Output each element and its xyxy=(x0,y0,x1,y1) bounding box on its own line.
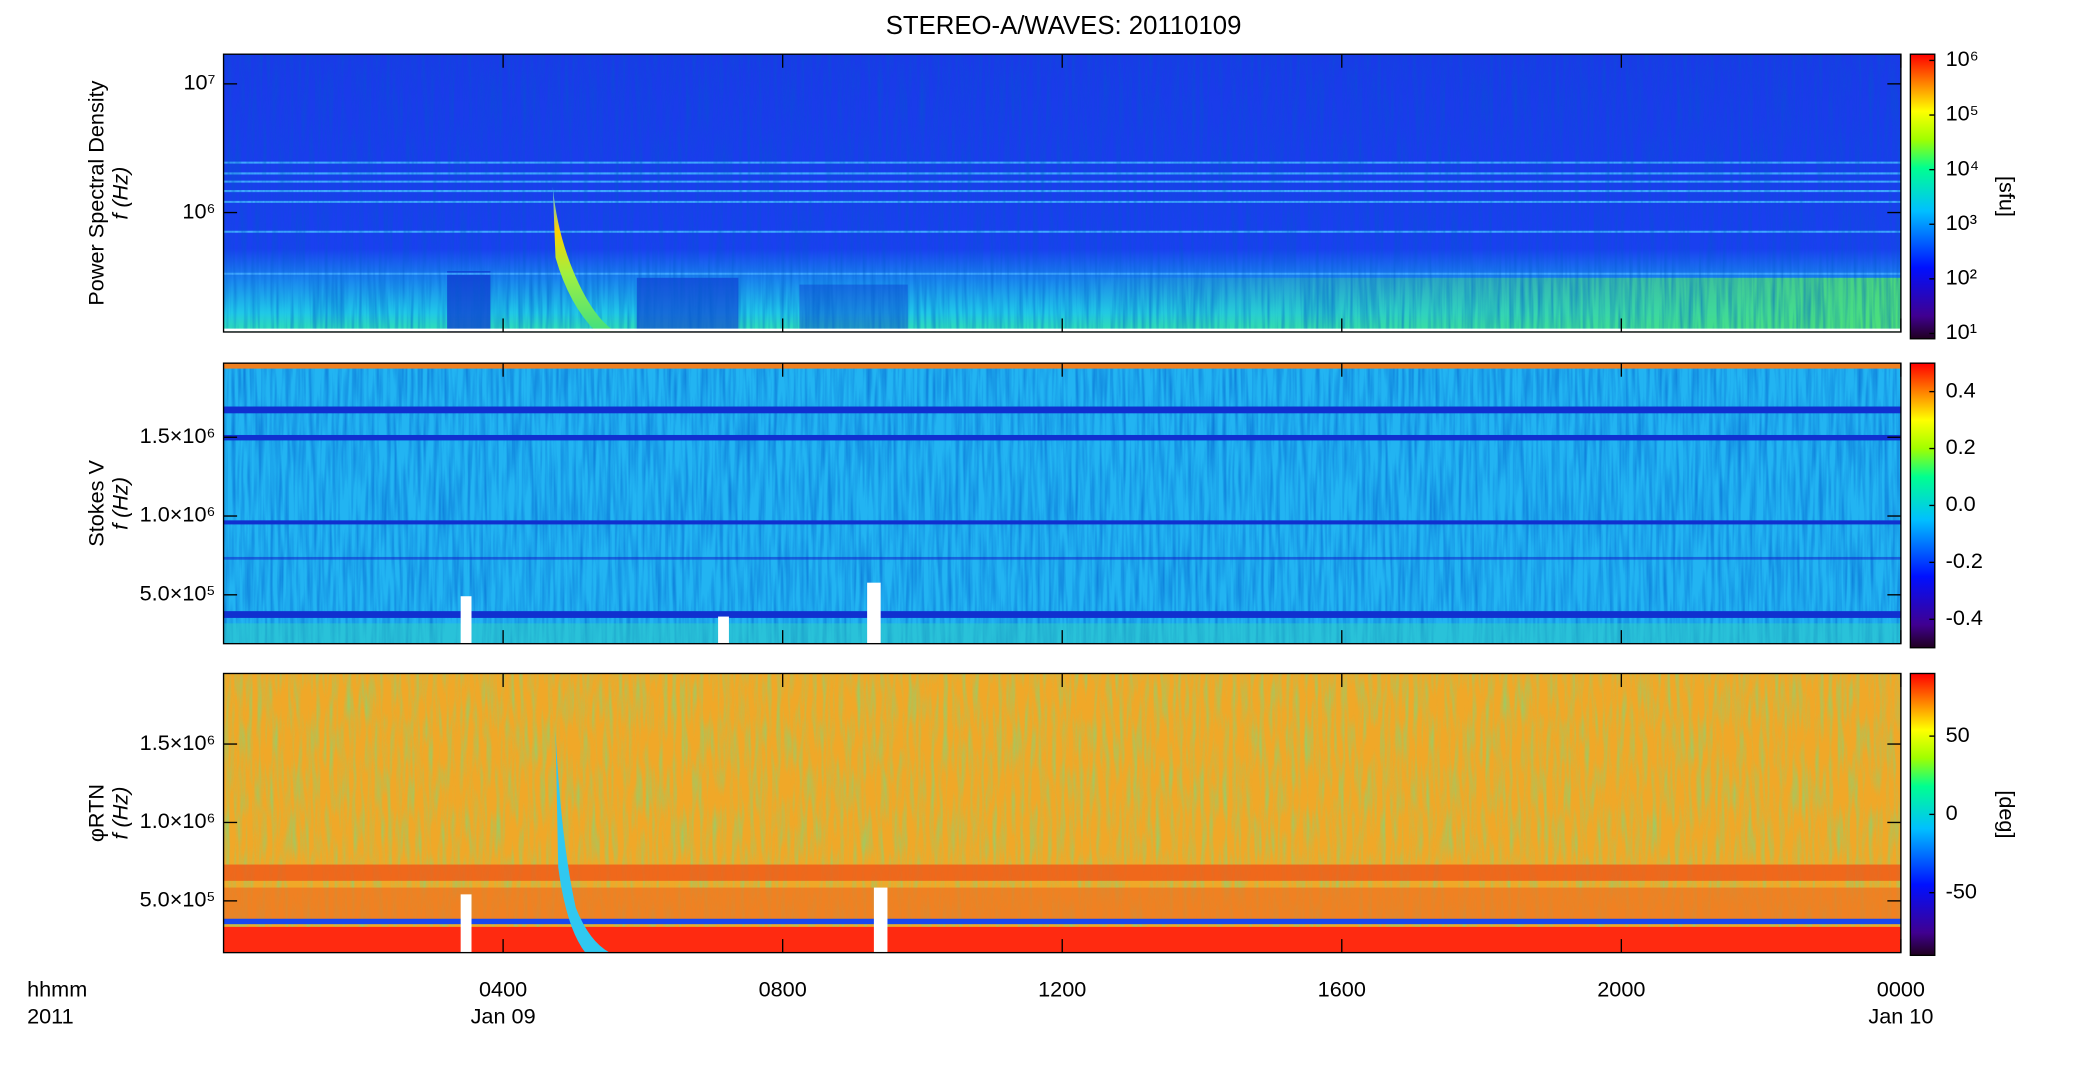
colorbar-tick-label: 50 xyxy=(1946,722,1970,747)
y-tick-label: 5.0×10⁵ xyxy=(140,887,216,912)
spectrogram-1 xyxy=(223,54,1901,332)
y-tick-label: 1.5×10⁶ xyxy=(140,730,216,755)
y-tick-label: 1.5×10⁶ xyxy=(140,423,216,448)
y-axis-label: φRTN xyxy=(83,784,108,842)
colorbar-tick-label: 10⁶ xyxy=(1946,46,1979,71)
x-tick-label: 0800 xyxy=(759,976,807,1001)
colorbar-frame xyxy=(1909,53,1936,340)
y-tick-label: 10⁶ xyxy=(182,198,215,223)
y-tick-label: 1.0×10⁶ xyxy=(140,808,216,833)
spectrogram-2 xyxy=(223,363,1901,644)
x-tick-label: 2000 xyxy=(1597,976,1645,1001)
colorbar-tick-label: 0 xyxy=(1946,800,1958,825)
y-axis-label: f (Hz) xyxy=(108,477,133,530)
y-tick-label: 5.0×10⁵ xyxy=(140,581,216,606)
colorbar-label: [deg] xyxy=(1995,790,2020,838)
x-date-label: Jan 09 xyxy=(471,1003,536,1028)
x-tick-label: 1200 xyxy=(1038,976,1086,1001)
y-tick-label: 1.0×10⁶ xyxy=(140,502,216,527)
colorbar-tick-label: 0.0 xyxy=(1946,491,1976,516)
colorbar-tick-label: 10⁵ xyxy=(1946,101,1979,126)
title: STEREO-A/WAVES: 20110109 xyxy=(886,12,1242,40)
colorbar-1 xyxy=(1910,54,1935,339)
x-tick-label: 0400 xyxy=(479,976,527,1001)
y-tick-label: 10⁷ xyxy=(183,70,215,95)
colorbar-tick-label: 0.2 xyxy=(1946,434,1976,459)
colorbar-tick-label: 10³ xyxy=(1946,210,1977,235)
y-axis-label: Power Spectral Density xyxy=(83,80,108,305)
y-axis-label: Stokes V xyxy=(83,460,108,547)
colorbar-tick-label: 10¹ xyxy=(1946,319,1977,344)
colorbar-tick-label: -0.4 xyxy=(1946,605,1983,630)
x-tick-label: 1600 xyxy=(1318,976,1366,1001)
colorbar-label: [sfu] xyxy=(1995,176,2020,217)
y-axis-label: f (Hz) xyxy=(108,787,133,840)
colorbar-tick-label: 10² xyxy=(1946,265,1977,290)
colorbar-tick-label: -0.2 xyxy=(1946,548,1983,573)
x-axis-label: hhmm xyxy=(27,976,87,1001)
colorbar-tick-label: 0.4 xyxy=(1946,377,1976,402)
spectrogram-3 xyxy=(223,673,1901,953)
x-date-label: Jan 10 xyxy=(1868,1003,1933,1028)
y-axis-label: f (Hz) xyxy=(108,167,133,220)
colorbar-tick-label: 10⁴ xyxy=(1946,155,1979,180)
x-axis-label: 2011 xyxy=(27,1003,74,1028)
colorbar-tick-label: -50 xyxy=(1946,878,1977,903)
x-tick-label: 0000 xyxy=(1877,976,1925,1001)
